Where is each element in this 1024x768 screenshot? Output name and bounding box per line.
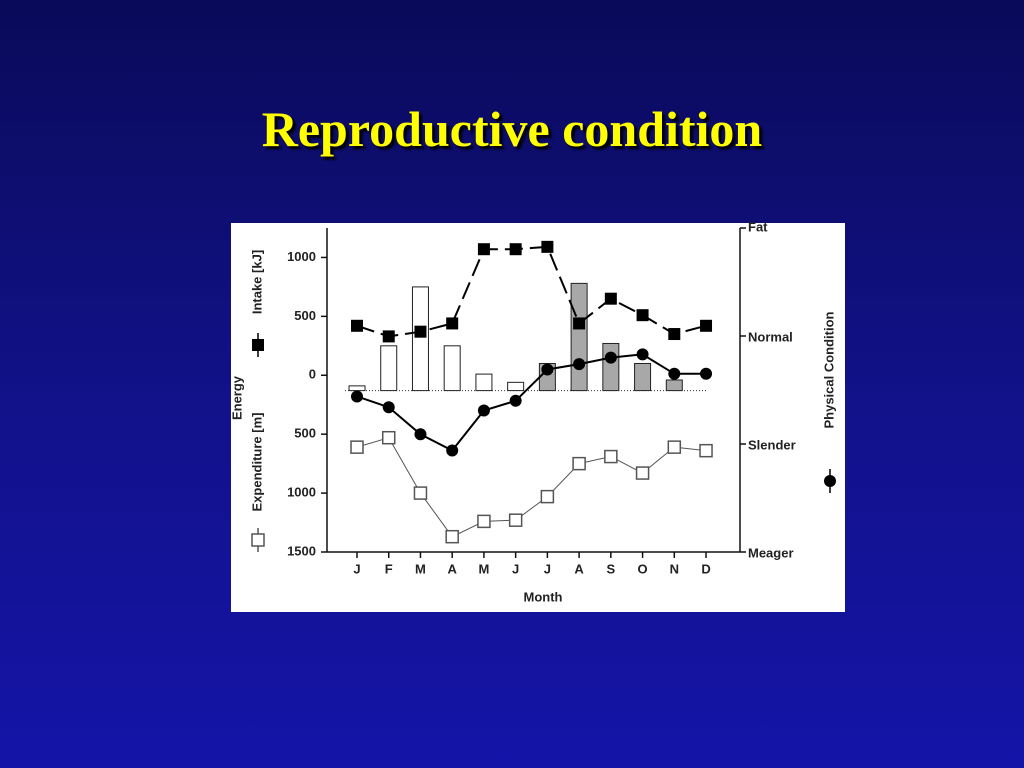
bar — [380, 345, 398, 392]
x-tick-label: A — [574, 561, 584, 576]
legend-marker — [251, 533, 265, 547]
x-tick-label: A — [447, 561, 457, 576]
bar — [602, 342, 620, 392]
bar — [665, 379, 683, 392]
y-tick-label: 500 — [294, 308, 316, 323]
slide-title: Reproductive condition — [261, 101, 763, 157]
chart-background — [231, 223, 845, 612]
x-tick-label: J — [353, 561, 360, 576]
legend-marker — [824, 475, 836, 487]
marker — [700, 367, 713, 380]
y-tick-label: 1500 — [287, 543, 316, 558]
x-tick-label: N — [670, 561, 679, 576]
bar — [507, 381, 525, 392]
x-tick-label: D — [701, 561, 710, 576]
bar — [475, 373, 493, 392]
marker — [604, 292, 617, 305]
marker — [668, 367, 681, 380]
x-tick-label: J — [512, 561, 519, 576]
legend-label: Intake [kJ] — [249, 250, 264, 314]
marker — [540, 489, 555, 504]
marker — [446, 444, 459, 457]
marker — [508, 513, 523, 527]
marker — [668, 328, 681, 341]
marker — [700, 319, 713, 332]
y2-tick-label: Slender — [748, 437, 796, 452]
marker — [477, 514, 491, 529]
bar — [348, 385, 366, 392]
marker — [477, 404, 490, 417]
marker — [604, 351, 617, 364]
bar — [634, 362, 652, 392]
bar — [411, 286, 429, 392]
marker — [573, 358, 586, 371]
x-tick-label: M — [415, 561, 426, 576]
y-tick-label: 0 — [309, 367, 316, 382]
marker — [446, 317, 459, 330]
marker — [636, 348, 649, 361]
marker — [699, 443, 713, 458]
bar — [570, 282, 588, 392]
series-line — [356, 353, 707, 452]
y-tick-label: 1000 — [287, 249, 316, 264]
y-tick-label: 1000 — [287, 485, 316, 500]
marker — [573, 317, 586, 330]
y2-tick-label: Fat — [748, 219, 768, 234]
legend-label: Expenditure [m] — [249, 413, 264, 512]
legend-label: Physical Condition — [821, 311, 836, 428]
marker — [351, 319, 363, 332]
marker — [604, 449, 618, 464]
y2-tick-label: Meager — [748, 545, 794, 560]
bar — [443, 345, 461, 392]
marker — [351, 390, 363, 403]
marker — [382, 330, 395, 343]
marker — [381, 430, 396, 445]
marker — [382, 401, 395, 414]
y-tick-label: 500 — [294, 426, 316, 441]
x-tick-label: M — [478, 561, 489, 576]
y-axis-label: Energy — [229, 375, 244, 420]
marker — [667, 440, 682, 454]
marker — [541, 240, 554, 253]
x-tick-label: O — [638, 561, 648, 576]
x-axis-label: Month — [524, 589, 563, 604]
marker — [509, 394, 522, 407]
legend-marker — [252, 339, 264, 351]
marker — [635, 466, 650, 480]
marker — [414, 428, 427, 441]
marker — [477, 243, 490, 256]
marker — [445, 529, 459, 544]
marker — [414, 325, 427, 338]
marker — [509, 243, 522, 256]
marker — [413, 486, 428, 500]
y2-tick-label: Normal — [748, 329, 793, 344]
x-tick-label: S — [607, 561, 616, 576]
x-tick-label: J — [544, 561, 551, 576]
marker — [636, 309, 649, 322]
marker — [541, 363, 554, 376]
marker — [350, 440, 364, 454]
marker — [572, 456, 586, 471]
x-tick-label: F — [385, 561, 393, 576]
